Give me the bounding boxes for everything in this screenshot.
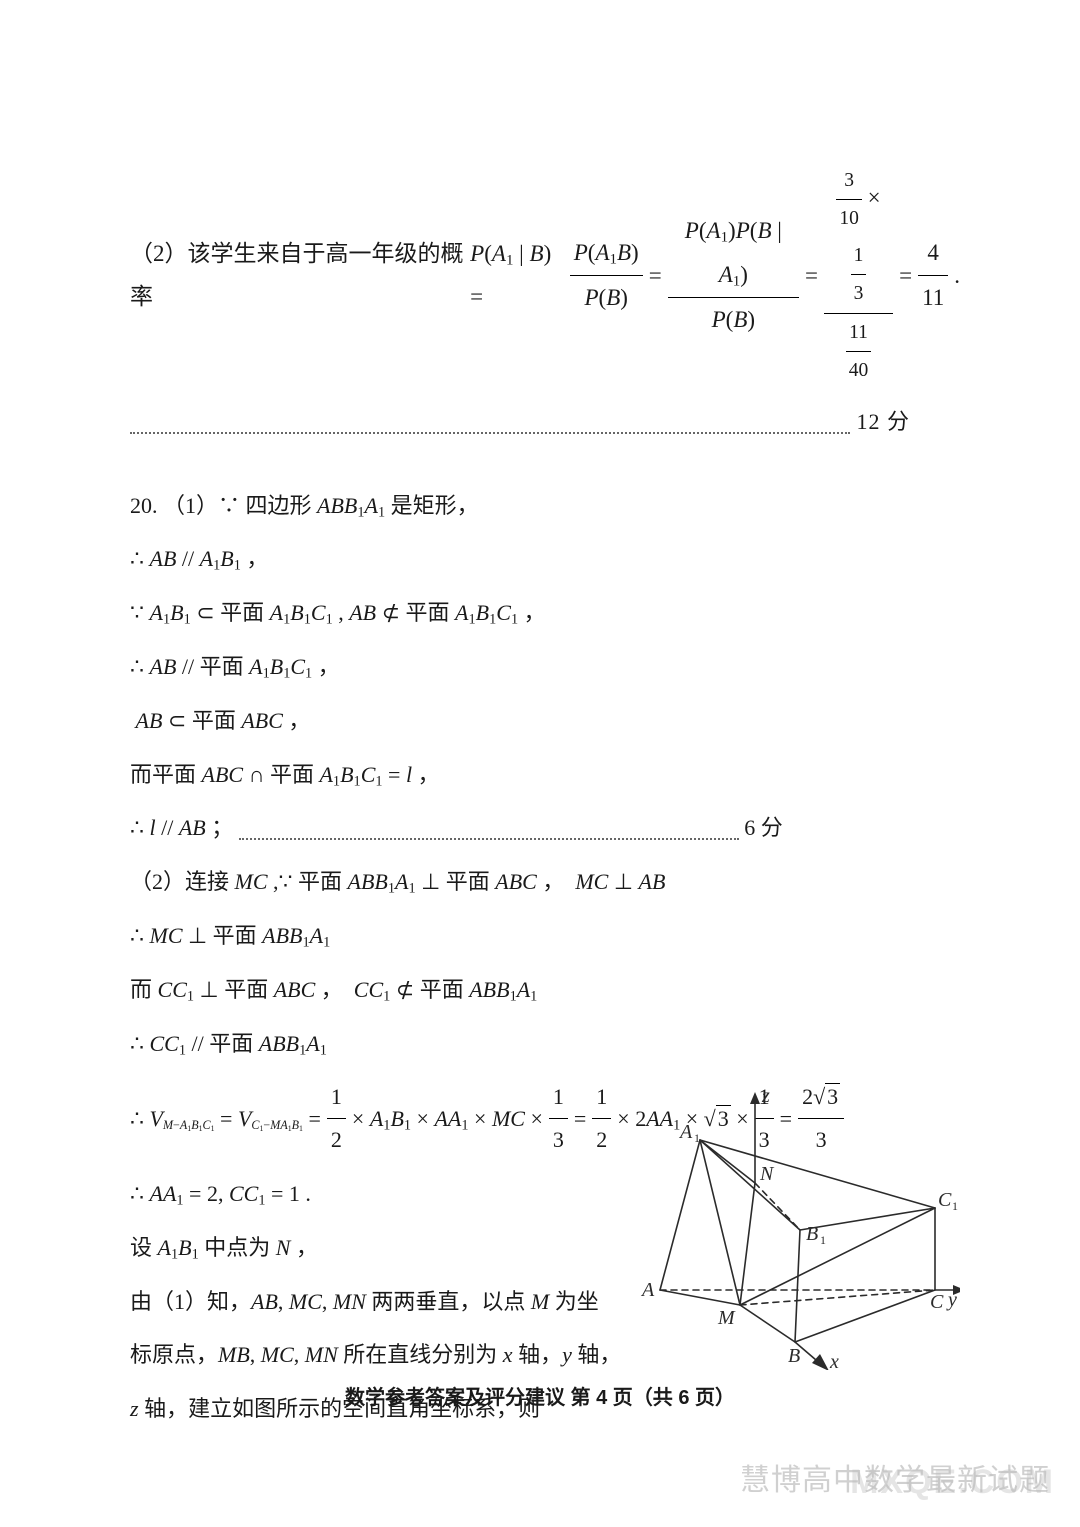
q20-line7: ∴ l // AB ； 6 分 [130, 807, 960, 849]
score-12: 12 分 [130, 401, 960, 443]
q20-line10: 而 CC1 ⊥ 平面 ABC ， CC1 ⊄ 平面 ABB1A1 [130, 969, 960, 1011]
svg-text:1: 1 [694, 1131, 700, 1145]
dotted-rule [130, 414, 850, 434]
page: （2）该学生来自于高一年级的概率 P(A1 | B) = P(A1B) P(B)… [0, 0, 1080, 1527]
dotted-rule-6 [239, 820, 739, 840]
svg-text:y: y [946, 1289, 957, 1311]
coordinate-figure: z y x A1 B1 C1 N A B C M [630, 1080, 960, 1370]
q20-line8: （2）连接 MC ,∵ 平面 ABB1A1 ⊥ 平面 ABC ， MC ⊥ AB [130, 861, 960, 903]
q20-line6: 而平面 ABC ∩ 平面 A1B1C1 = l ， [130, 754, 960, 796]
svg-text:z: z [761, 1085, 770, 1107]
fraction-step1: P(A1B) P(B) [570, 231, 643, 319]
q20-line3: ∵ A1B1 ⊂ 平面 A1B1C1 , AB ⊄ 平面 A1B1C1 ， [130, 592, 960, 634]
q20-line5: AB ⊂ 平面 ABC ， [130, 700, 960, 742]
svg-text:C: C [938, 1189, 952, 1211]
fraction-result: 4 11 [918, 231, 948, 319]
q20-line11: ∴ CC1 // 平面 ABB1A1 [130, 1023, 960, 1065]
q19-part2-equation: （2）该学生来自于高一年级的概率 P(A1 | B) = P(A1B) P(B)… [130, 162, 960, 389]
watermark-url: MXQE.COM [850, 1450, 1055, 1515]
svg-text:A: A [640, 1279, 655, 1301]
figure-svg: z y x A1 B1 C1 N A B C M [630, 1080, 960, 1370]
q20-line14: 设 A1B1 中点为 N ， [130, 1227, 650, 1269]
svg-text:M: M [717, 1307, 736, 1329]
svg-text:x: x [829, 1351, 839, 1370]
watermark-text: 慧博高中数学最新试题 [740, 1452, 1050, 1509]
svg-text:C: C [930, 1291, 944, 1313]
svg-text:1: 1 [952, 1199, 958, 1213]
svg-text:A: A [678, 1121, 693, 1143]
q20-line9: ∴ MC ⊥ 平面 ABB1A1 [130, 915, 960, 957]
q20-line16: 标原点，MB, MC, MN 所在直线分别为 x 轴，y 轴， [130, 1334, 650, 1376]
page-footer: 数学参考答案及评分建议 第 4 页（共 6 页） [0, 1379, 1080, 1417]
q19-prefix: （2）该学生来自于高一年级的概率 [130, 232, 464, 319]
svg-text:B: B [806, 1223, 818, 1245]
q20-line15: 由（1）知，AB, MC, MN 两两垂直，以点 M 为坐 [130, 1281, 650, 1323]
q20-line1: 20. （1）∵ 四边形 ABB1A1 是矩形， [130, 485, 960, 527]
fraction-step3: 310 × 13 1140 [824, 162, 893, 389]
q20-line4: ∴ AB // 平面 A1B1C1 ， [130, 646, 960, 688]
fraction-step2: P(A1)P(B | A1) P(B) [668, 209, 799, 341]
svg-text:N: N [759, 1163, 775, 1185]
svg-text:B: B [788, 1345, 800, 1367]
q20-line2: ∴ AB // A1B1 ， [130, 538, 960, 580]
svg-text:1: 1 [820, 1233, 826, 1247]
